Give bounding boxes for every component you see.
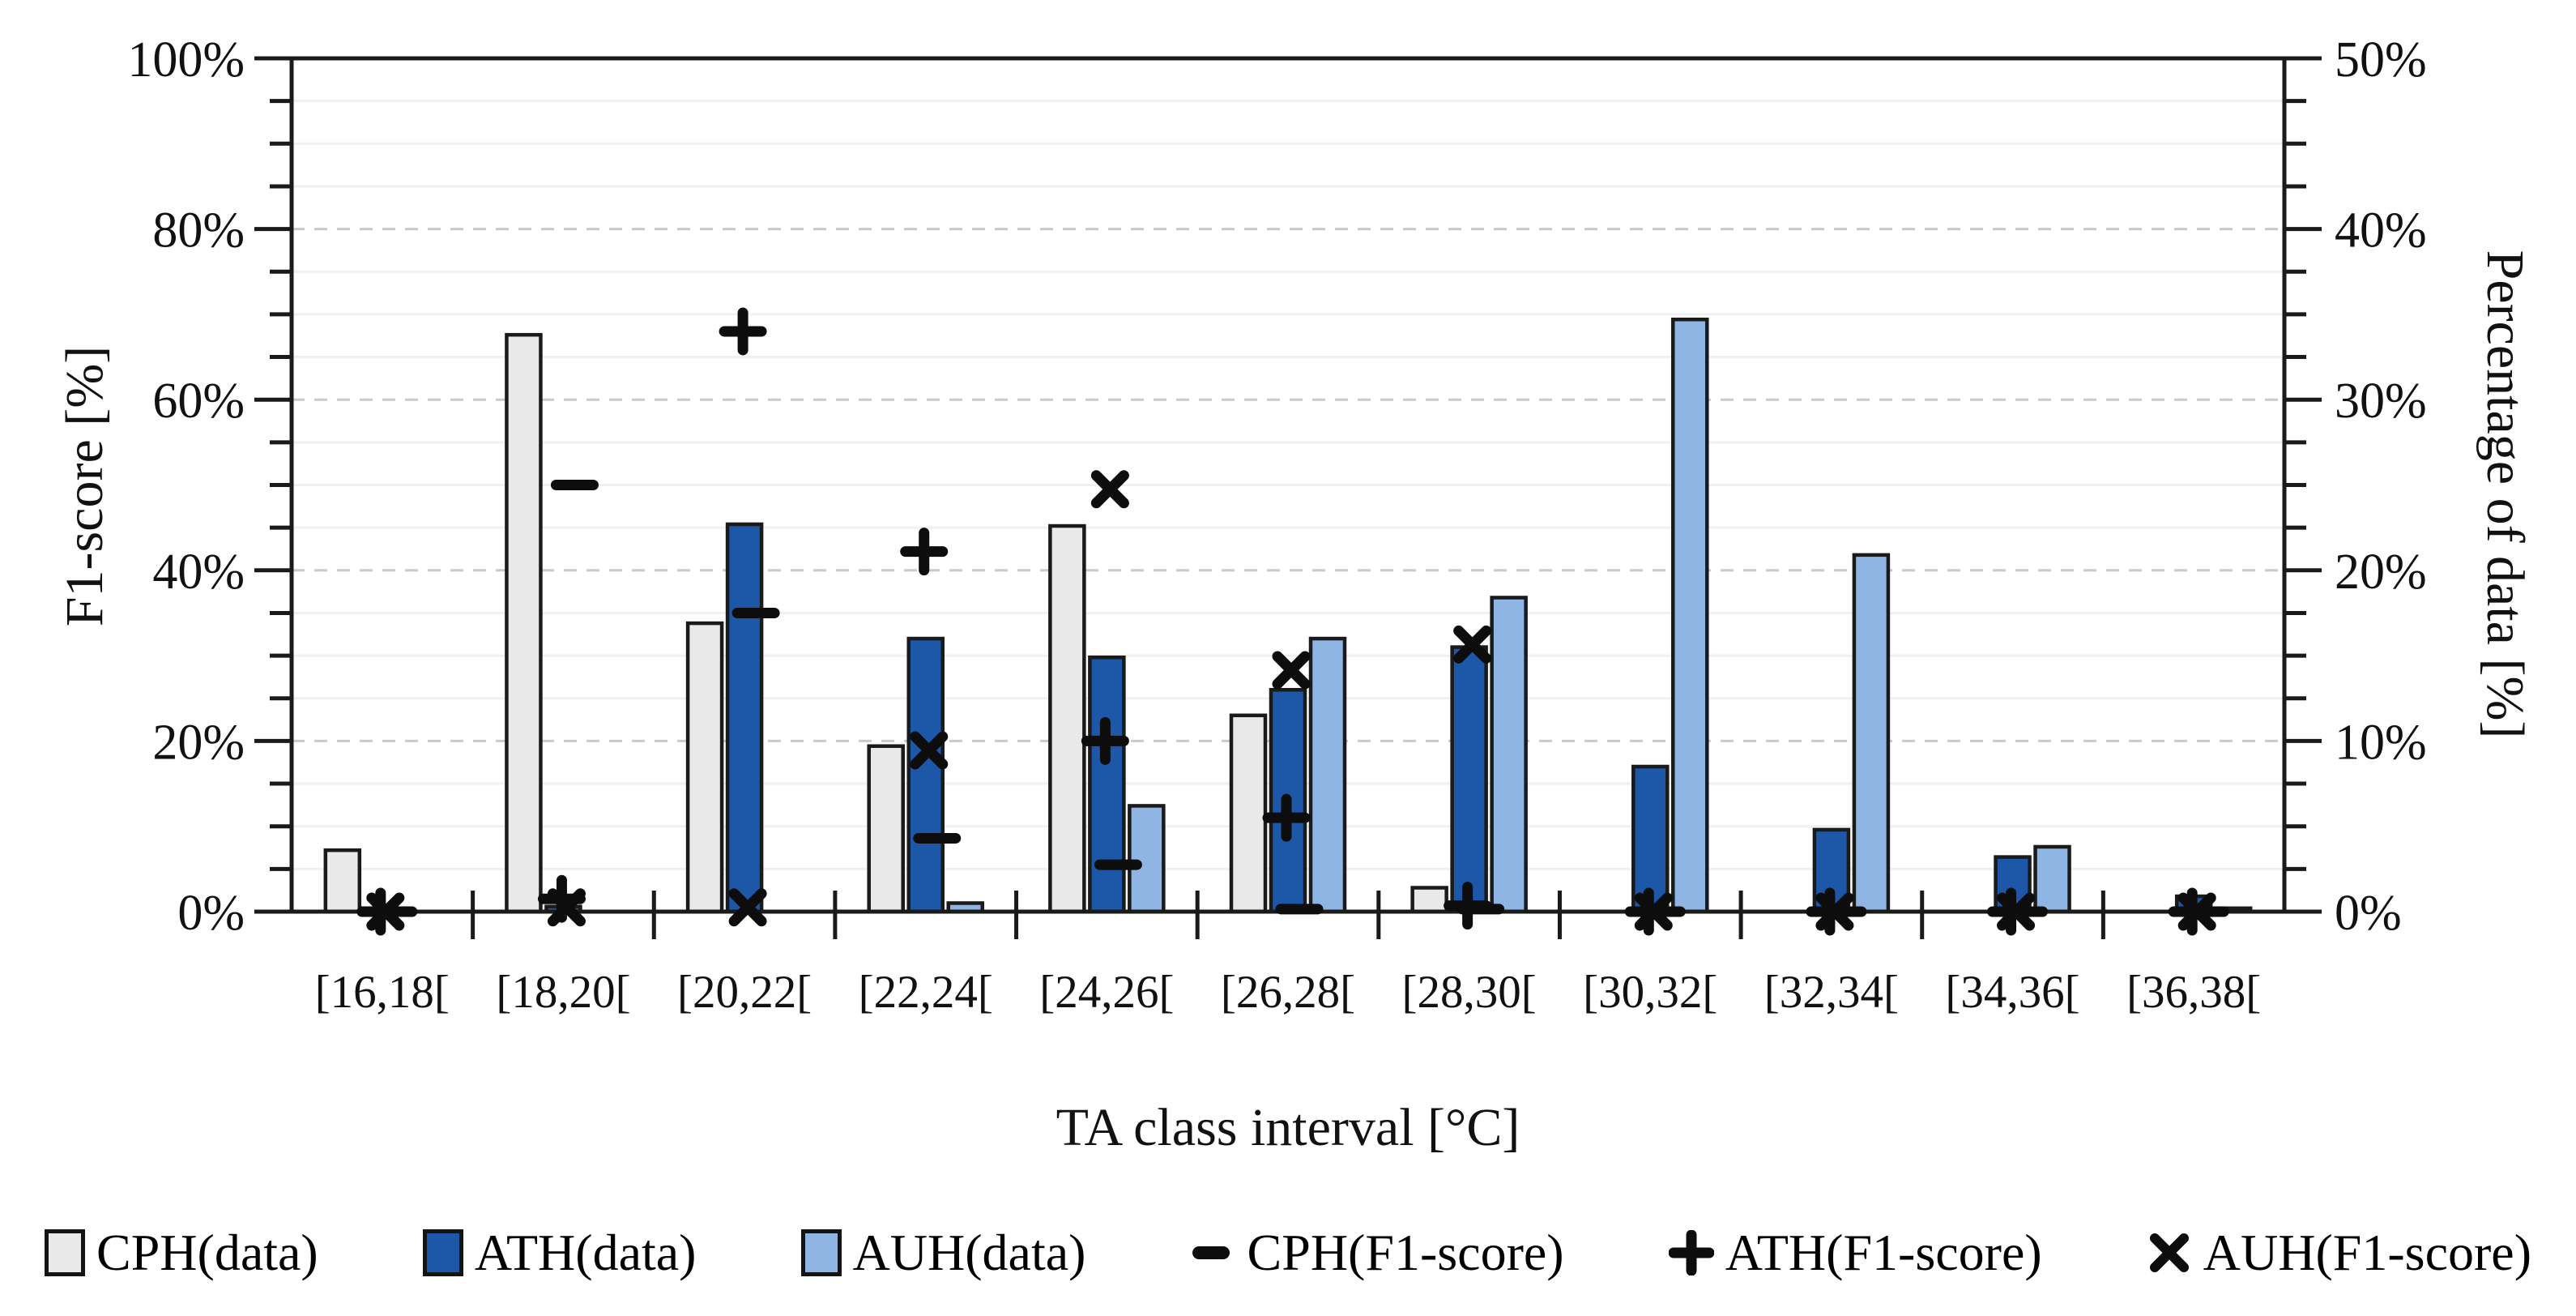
dash-marker-icon <box>1192 1246 1230 1259</box>
legend-label: ATH(data) <box>474 1224 697 1281</box>
bar-swatch-icon <box>45 1229 85 1276</box>
x-label-0: [16,18[ <box>315 967 450 1018</box>
marker-cross-AUHF1-score-5 <box>1272 651 1311 690</box>
x-label-2: [20,22[ <box>677 967 812 1018</box>
tick-label-left-4: 80% <box>152 203 245 258</box>
legend-item-CPHdata: CPH(data) <box>45 1227 318 1279</box>
bar-CPHdata-6 <box>1410 886 1448 914</box>
x-label-1: [18,20[ <box>496 967 630 1018</box>
bar-AUHdata-9 <box>2033 844 2071 914</box>
tick-label-left-5: 100% <box>127 32 245 88</box>
marker-cross-AUHF1-score-1 <box>547 888 586 927</box>
right-axis-title: Percentage of data [%] <box>2476 250 2535 739</box>
bar-swatch-icon <box>422 1229 463 1276</box>
legend-item-AUHdata: AUH(data) <box>800 1224 1086 1281</box>
marker-cross-AUHF1-score-4 <box>1090 470 1129 509</box>
marker-cross-AUHF1-score-8 <box>1815 892 1854 931</box>
marker-cross-AUHF1-score-3 <box>910 731 949 770</box>
tick-label-left-2: 40% <box>152 545 245 600</box>
bar-swatch-icon <box>800 1229 842 1276</box>
legend-label: AUH(data) <box>852 1224 1086 1281</box>
bar-CPHdata-4 <box>1048 523 1086 914</box>
legend-label: AUH(F1-score) <box>2203 1224 2531 1281</box>
tick-label-right-3: 30% <box>2335 374 2427 429</box>
tick-label-left-1: 20% <box>152 715 245 770</box>
x-label-8: [32,34[ <box>1764 967 1899 1018</box>
bar-CPHdata-1 <box>505 332 543 914</box>
x-label-10: [36,38[ <box>2126 967 2261 1018</box>
x-label-7: [30,32[ <box>1583 967 1717 1018</box>
cross-marker-icon <box>2149 1233 2189 1272</box>
legend-item-ATHF1-score: ATH(F1-score) <box>1668 1224 2042 1281</box>
x-label-3: [22,24[ <box>859 967 993 1018</box>
bar-ATHdata-7 <box>1631 764 1670 914</box>
bar-ATHdata-6 <box>1450 645 1488 914</box>
tick-label-left-3: 60% <box>152 374 245 429</box>
bar-AUHdata-4 <box>1128 804 1166 914</box>
bar-CPHdata-3 <box>867 744 905 914</box>
tick-label-right-5: 50% <box>2335 32 2427 88</box>
legend-label: ATH(F1-score) <box>1725 1224 2042 1281</box>
bar-ATHdata-2 <box>725 522 764 914</box>
bar-CPHdata-2 <box>685 621 724 914</box>
tick-label-right-2: 20% <box>2335 545 2427 600</box>
bar-ATHdata-4 <box>1088 655 1126 914</box>
marker-cross-AUHF1-score-10 <box>2177 892 2216 931</box>
x-label-6: [28,30[ <box>1402 967 1537 1018</box>
x-label-4: [24,26[ <box>1039 967 1174 1018</box>
legend-item-CPHF1-score: CPH(F1-score) <box>1191 1227 1564 1279</box>
x-label-9: [34,36[ <box>1945 967 2079 1018</box>
left-axis-title: F1-score [%] <box>55 345 114 627</box>
plus-marker-icon <box>1668 1230 1714 1275</box>
bar-AUHdata-6 <box>1490 596 1528 914</box>
tick-label-right-4: 40% <box>2335 203 2427 258</box>
tick-label-left-0: 0% <box>177 886 245 941</box>
bar-AUHdata-5 <box>1308 636 1347 914</box>
x-label-5: [26,28[ <box>1221 967 1355 1018</box>
bar-AUHdata-8 <box>1852 553 1891 914</box>
tick-label-right-1: 10% <box>2335 715 2427 770</box>
bar-CPHdata-5 <box>1229 713 1268 914</box>
legend-label: CPH(F1-score) <box>1247 1224 1564 1281</box>
marker-cross-AUHF1-score-7 <box>1634 892 1673 931</box>
tick-label-right-0: 0% <box>2335 886 2402 941</box>
bar-ATHdata-3 <box>906 636 945 914</box>
marker-cross-AUHF1-score-9 <box>1997 892 2036 931</box>
bar-AUHdata-7 <box>1671 317 1709 914</box>
marker-cross-AUHF1-score-2 <box>728 888 767 927</box>
legend-label: CPH(data) <box>96 1224 318 1281</box>
legend-item-ATHdata: ATH(data) <box>422 1224 697 1281</box>
bar-CPHdata-0 <box>323 848 362 914</box>
x-axis-title: TA class interval [°C] <box>1056 1098 1520 1157</box>
legend: CPH(data) ATH(data) AUH(data) CPH(F1-score)… <box>45 1206 2531 1300</box>
legend-item-AUHF1-score: AUH(F1-score) <box>2147 1227 2531 1279</box>
marker-cross-AUHF1-score-0 <box>366 892 405 931</box>
marker-cross-AUHF1-score-6 <box>1453 625 1492 664</box>
